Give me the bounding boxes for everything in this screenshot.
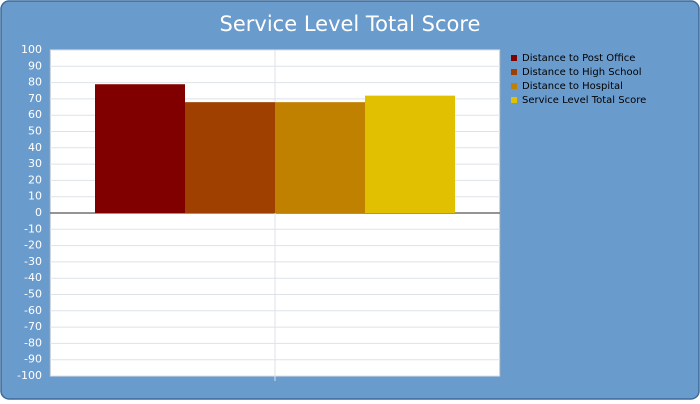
y-tick-label: 50 <box>28 125 42 138</box>
legend-swatch <box>511 69 517 75</box>
bar <box>185 102 275 213</box>
y-tick-label: -40 <box>24 271 42 284</box>
y-tick-label: -10 <box>24 222 42 235</box>
bar <box>95 84 185 213</box>
y-tick-label: 70 <box>28 92 42 105</box>
y-tick-label: 0 <box>35 206 42 219</box>
y-tick-label: 30 <box>28 157 42 170</box>
legend-label: Distance to High School <box>522 67 641 78</box>
legend-label: Distance to Hospital <box>522 81 623 92</box>
legend-label: Service Level Total Score <box>522 95 646 106</box>
bar <box>275 102 365 213</box>
y-tick-label: 60 <box>28 108 42 121</box>
y-tick-label: 80 <box>28 76 42 89</box>
y-tick-label: -90 <box>24 353 42 366</box>
legend-label: Distance to Post Office <box>522 53 635 64</box>
y-tick-label: -60 <box>24 304 42 317</box>
y-tick-label: -30 <box>24 255 42 268</box>
y-tick-label: -100 <box>17 369 42 382</box>
y-tick-label: 100 <box>21 43 42 56</box>
y-tick-label: -20 <box>24 239 42 252</box>
y-tick-label: -50 <box>24 288 42 301</box>
y-tick-label: -80 <box>24 336 42 349</box>
y-tick-label: 40 <box>28 141 42 154</box>
legend-swatch <box>511 97 517 103</box>
y-tick-label: 20 <box>28 173 42 186</box>
legend-swatch <box>511 83 517 89</box>
y-tick-label: -70 <box>24 320 42 333</box>
legend-swatch <box>511 55 517 61</box>
chart-title: Service Level Total Score <box>220 12 481 36</box>
y-tick-label: 10 <box>28 190 42 203</box>
y-tick-label: 90 <box>28 59 42 72</box>
bar <box>365 95 455 213</box>
